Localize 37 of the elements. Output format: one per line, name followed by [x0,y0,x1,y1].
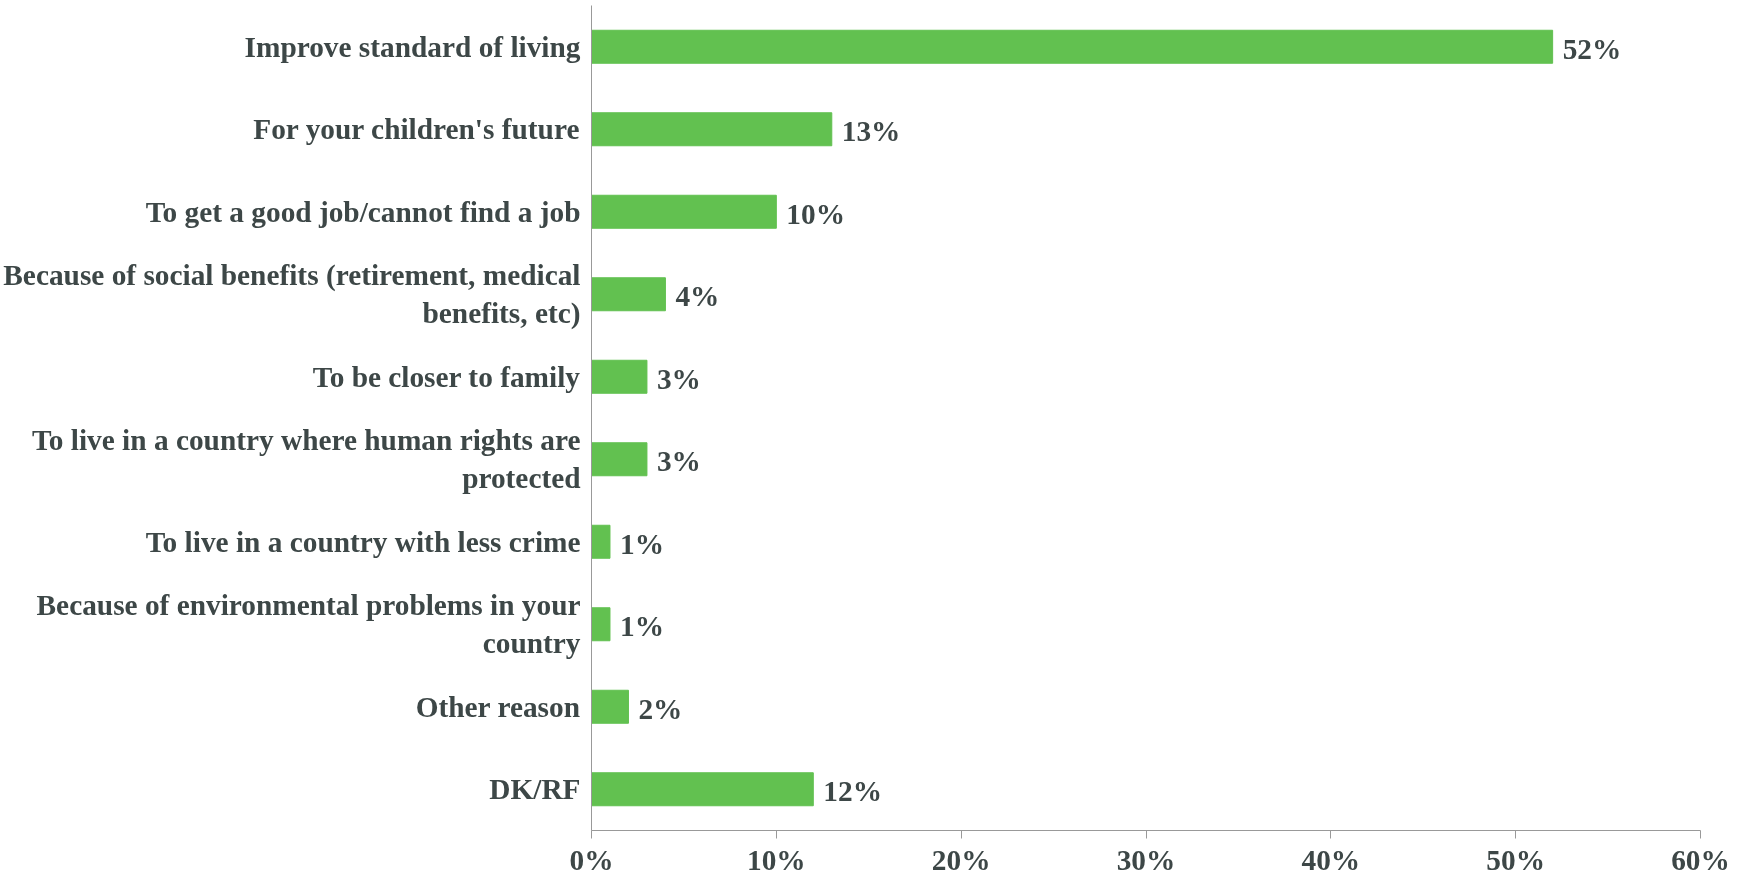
y-tick-label: Because of social benefits (retirement, medical benefits, etc) [3,259,581,331]
bar [591,772,814,807]
y-tick-label: Other reason [415,690,580,723]
y-tick-label: To be closer to family [312,360,581,393]
x-tick-label: 30% [1116,843,1176,876]
x-tick-label: 50% [1486,843,1545,876]
y-tick-label: DK/RF [489,773,581,806]
x-tick-label: 40% [1301,843,1361,876]
data-label: 12% [823,775,882,808]
data-label: 13% [841,115,901,148]
y-tick-label: For your children's future [253,113,580,146]
data-label: 2% [638,692,683,725]
y-tick-label: To live in a country where human rights are protected [31,424,581,495]
y-tick-label: To live in a country with less crime [145,525,581,558]
data-label: 10% [786,197,845,230]
y-tick-label: To get a good job/cannot find a job [145,195,581,228]
bar [591,689,629,724]
bar [591,194,777,229]
x-tick-label: 20% [931,843,991,876]
bar [591,442,648,477]
bar [591,524,611,559]
x-tick-label: 10% [747,843,806,876]
bar [591,112,833,147]
data-label: 1% [619,610,664,643]
y-tick-label: Because of environmental problems in your country [36,589,581,660]
bar [591,607,611,642]
data-label: 3% [656,362,701,395]
y-tick-label: Improve standard of living [244,30,581,63]
x-tick-label: 0% [569,843,614,876]
data-label: 3% [656,445,701,478]
bar [591,359,648,394]
data-label: 4% [675,280,720,313]
x-tick-label: 60% [1671,843,1730,876]
data-label: 1% [619,527,664,560]
data-label: 52% [1562,32,1622,65]
bar [591,29,1554,64]
bar [591,277,666,312]
